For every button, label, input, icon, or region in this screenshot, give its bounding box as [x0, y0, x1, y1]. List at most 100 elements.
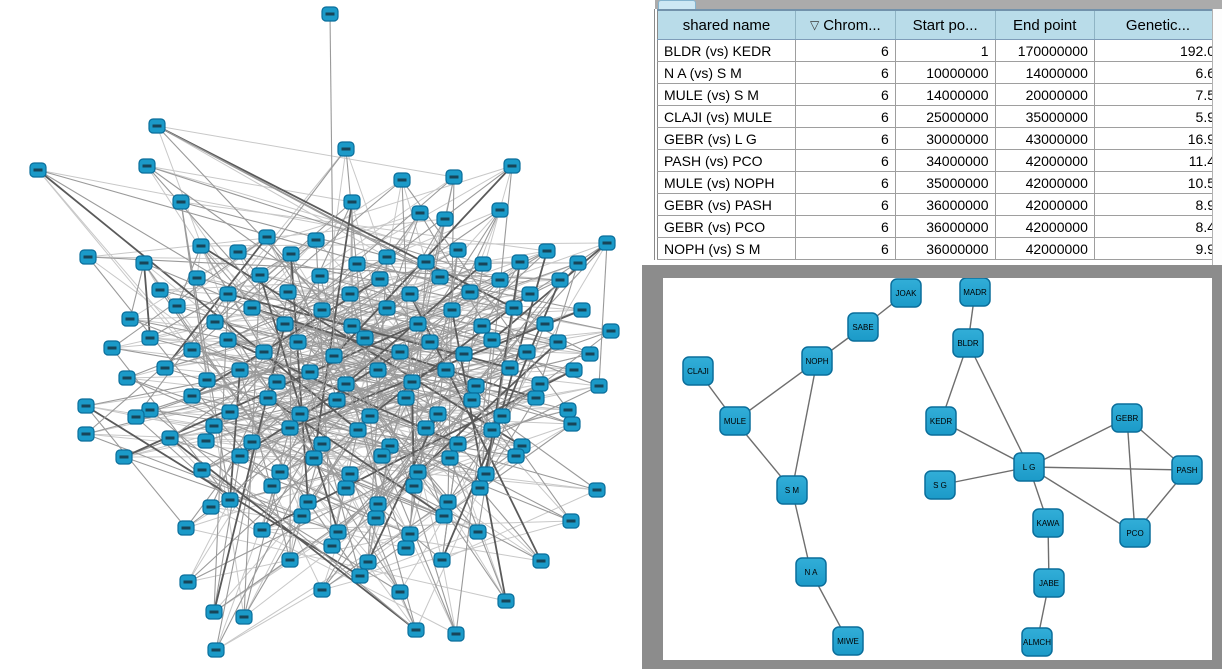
table-cell[interactable]: 6: [795, 193, 896, 216]
table-cell[interactable]: 35000000: [895, 171, 996, 194]
network-node[interactable]: [682, 356, 714, 386]
table-cell[interactable]: 1: [895, 39, 996, 62]
network-node[interactable]: [1021, 627, 1053, 657]
table-row[interactable]: NOPH (vs) S M 6 36000000 42000000 9.9: [657, 237, 1222, 260]
table-cell[interactable]: 6: [795, 105, 896, 128]
node-label: [411, 628, 421, 632]
filter-icon[interactable]: ▽: [809, 17, 820, 32]
column-header[interactable]: Genetic...: [1094, 10, 1222, 40]
network-node[interactable]: [1171, 455, 1203, 485]
table-cell[interactable]: N A (vs) S M: [657, 61, 796, 84]
node-label: [371, 516, 381, 520]
table-cell[interactable]: 10.5: [1094, 171, 1222, 194]
table-cell[interactable]: BLDR (vs) KEDR: [657, 39, 796, 62]
table-row[interactable]: BLDR (vs) KEDR 6 1 170000000 192.0: [657, 39, 1222, 62]
column-header[interactable]: Start po...: [895, 10, 996, 40]
network-edge: [329, 13, 335, 357]
table-cell[interactable]: PASH (vs) PCO: [657, 149, 796, 172]
column-header[interactable]: ▽ Chrom...: [795, 10, 896, 40]
table-cell[interactable]: 6: [795, 39, 896, 62]
network-node[interactable]: [952, 328, 984, 358]
table-tab[interactable]: [658, 0, 696, 9]
table-cell[interactable]: 6: [795, 149, 896, 172]
table-cell[interactable]: 8.9: [1094, 193, 1222, 216]
network-node[interactable]: [795, 557, 827, 587]
table-cell[interactable]: 16.9: [1094, 127, 1222, 150]
table-cell[interactable]: GEBR (vs) PCO: [657, 215, 796, 238]
table-row[interactable]: GEBR (vs) PASH 6 36000000 42000000 8.9: [657, 193, 1222, 216]
network-node[interactable]: [1032, 508, 1064, 538]
table-cell[interactable]: 14000000: [895, 83, 996, 106]
table-cell[interactable]: 36000000: [895, 193, 996, 216]
network-node[interactable]: [1111, 403, 1143, 433]
table-row[interactable]: PASH (vs) PCO 6 34000000 42000000 11.4: [657, 149, 1222, 172]
table-row[interactable]: GEBR (vs) PCO 6 36000000 42000000 8.4: [657, 215, 1222, 238]
table-cell[interactable]: GEBR (vs) L G: [657, 127, 796, 150]
table-cell[interactable]: 42000000: [995, 193, 1095, 216]
network-node[interactable]: [925, 406, 957, 436]
node-label: [475, 486, 485, 490]
table-cell[interactable]: 43000000: [995, 127, 1095, 150]
table-cell[interactable]: 42000000: [995, 237, 1095, 260]
table-cell[interactable]: 6: [795, 127, 896, 150]
table-cell[interactable]: 6.6: [1094, 61, 1222, 84]
table-row[interactable]: MULE (vs) S M 6 14000000 20000000 7.5: [657, 83, 1222, 106]
table-cell[interactable]: 6: [795, 61, 896, 84]
network-node[interactable]: [924, 470, 956, 500]
table-scrollbar[interactable]: [1212, 9, 1222, 265]
table-cell[interactable]: 11.4: [1094, 149, 1222, 172]
network-node[interactable]: [890, 278, 922, 308]
table-cell[interactable]: 192.0: [1094, 39, 1222, 62]
network-edge: [129, 318, 459, 445]
table-row[interactable]: GEBR (vs) L G 6 30000000 43000000 16.9: [657, 127, 1222, 150]
table-cell[interactable]: GEBR (vs) PASH: [657, 193, 796, 216]
edge-attribute-table[interactable]: shared name ▽ Chrom... Start po... End point…: [657, 9, 1222, 260]
network-node[interactable]: [959, 278, 991, 307]
network-edge: [176, 293, 351, 307]
table-cell[interactable]: MULE (vs) NOPH: [657, 171, 796, 194]
column-header[interactable]: End point: [995, 10, 1095, 40]
network-node[interactable]: [1013, 452, 1045, 482]
network-node[interactable]: [1119, 518, 1151, 548]
table-cell[interactable]: 6: [795, 237, 896, 260]
table-row[interactable]: N A (vs) S M 6 10000000 14000000 6.6: [657, 61, 1222, 84]
table-cell[interactable]: 35000000: [995, 105, 1095, 128]
table-cell[interactable]: 8.4: [1094, 215, 1222, 238]
network-node[interactable]: [801, 346, 833, 376]
network-node[interactable]: [776, 475, 808, 505]
table-cell[interactable]: 5.9: [1094, 105, 1222, 128]
table-cell[interactable]: 34000000: [895, 149, 996, 172]
table-cell[interactable]: 10000000: [895, 61, 996, 84]
table-cell[interactable]: 6: [795, 83, 896, 106]
network-node[interactable]: [1033, 568, 1065, 598]
table-cell[interactable]: 42000000: [995, 149, 1095, 172]
column-header[interactable]: shared name: [657, 10, 796, 40]
table-cell[interactable]: 9.9: [1094, 237, 1222, 260]
table-cell[interactable]: 36000000: [895, 215, 996, 238]
table-cell[interactable]: 36000000: [895, 237, 996, 260]
table-cell[interactable]: 42000000: [995, 171, 1095, 194]
table-cell[interactable]: 170000000: [995, 39, 1095, 62]
table-cell[interactable]: MULE (vs) S M: [657, 83, 796, 106]
table-cell[interactable]: 6: [795, 215, 896, 238]
table-cell[interactable]: 25000000: [895, 105, 996, 128]
table-cell[interactable]: 30000000: [895, 127, 996, 150]
table-cell[interactable]: 14000000: [995, 61, 1095, 84]
network-node[interactable]: [847, 312, 879, 342]
table-cell[interactable]: 7.5: [1094, 83, 1222, 106]
node-label: [415, 211, 425, 215]
node-label: KEDR: [930, 417, 952, 426]
network-node[interactable]: [719, 406, 751, 436]
table-row[interactable]: CLAJI (vs) MULE 6 25000000 35000000 5.9: [657, 105, 1222, 128]
table-cell[interactable]: 20000000: [995, 83, 1095, 106]
table-cell[interactable]: 6: [795, 171, 896, 194]
table-row[interactable]: MULE (vs) NOPH 6 35000000 42000000 10.5: [657, 171, 1222, 194]
table-cell[interactable]: CLAJI (vs) MULE: [657, 105, 796, 128]
node-label: [172, 304, 182, 308]
detail-network-canvas[interactable]: JOAK SABE NOPH CLAJI MULE KEDR MADR BLDR GEBR L G…: [663, 278, 1212, 660]
table-cell[interactable]: NOPH (vs) S M: [657, 237, 796, 260]
overview-network-canvas[interactable]: [0, 0, 650, 669]
network-node[interactable]: [832, 626, 864, 656]
network-edge: [146, 165, 501, 281]
table-cell[interactable]: 42000000: [995, 215, 1095, 238]
